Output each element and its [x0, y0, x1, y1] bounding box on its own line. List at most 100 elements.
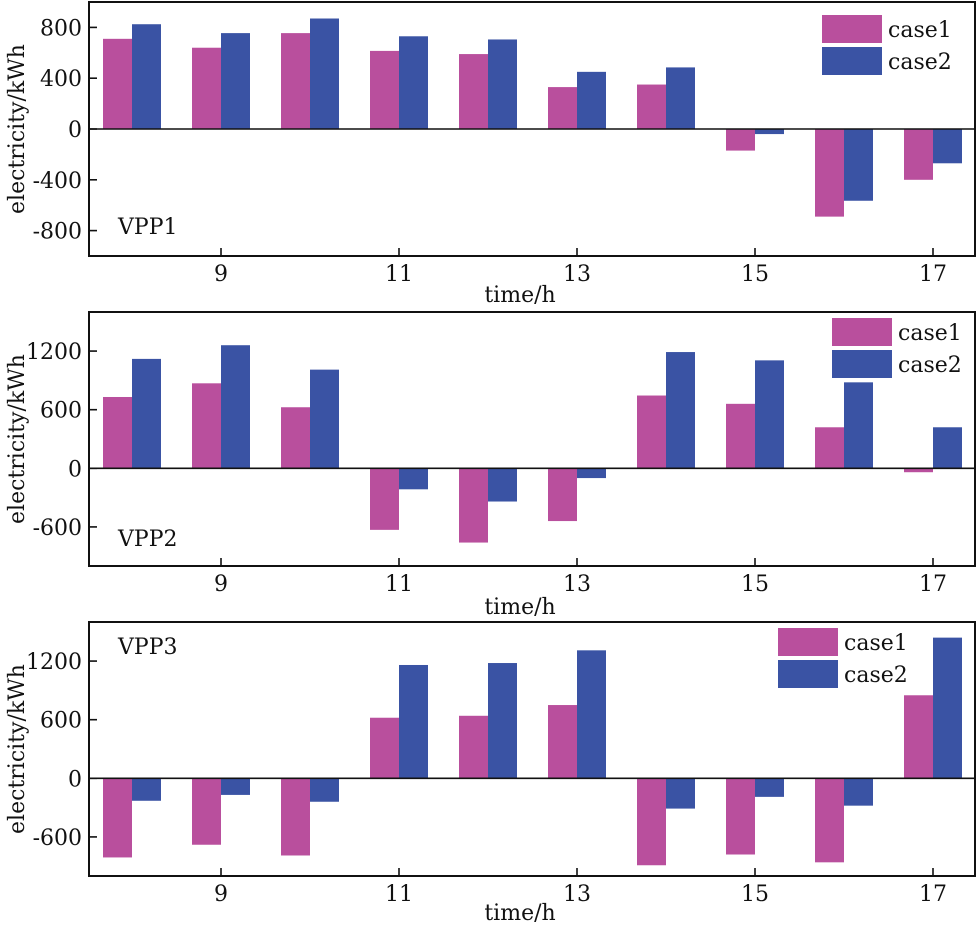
bar-case1-h10	[281, 778, 310, 856]
bar-case2-h15	[755, 129, 784, 135]
legend-label-case1: case1	[888, 18, 952, 43]
bar-case1-h15	[726, 129, 755, 151]
bar-case2-h10	[310, 778, 339, 802]
bar-case1-h11	[370, 468, 399, 530]
bar-case2-h11	[399, 664, 428, 779]
bar-case2-h17	[933, 129, 962, 164]
y-tick-label: -800	[33, 220, 82, 245]
bar-case1-h12	[459, 715, 488, 779]
x-tick-label: 17	[919, 572, 947, 597]
x-axis-label: time/h	[484, 901, 555, 926]
bar-case2-h16	[844, 382, 873, 469]
bar-case1-h8	[103, 38, 132, 129]
bar-case2-h11	[399, 468, 428, 490]
y-tick-label: 600	[40, 399, 82, 424]
legend-swatch-case1	[778, 628, 838, 656]
x-axis-label: time/h	[484, 595, 555, 620]
x-tick-label: 11	[385, 262, 413, 287]
bar-case2-h8	[132, 24, 161, 130]
bar-case1-h14	[637, 395, 666, 469]
x-axis-label: time/h	[484, 283, 555, 308]
x-tick-label: 13	[563, 882, 591, 907]
legend-label-case2: case2	[888, 50, 952, 75]
bar-case2-h9	[221, 778, 250, 795]
bar-case1-h13	[548, 705, 577, 779]
bar-case1-h8	[103, 396, 132, 469]
bar-case1-h12	[459, 468, 488, 543]
bar-case1-h9	[192, 778, 221, 845]
y-tick-label: 0	[68, 457, 82, 482]
bar-case1-h12	[459, 54, 488, 129]
bar-case1-h15	[726, 778, 755, 855]
x-tick-label: 17	[919, 262, 947, 287]
bar-case2-h14	[666, 352, 695, 469]
bar-case1-h17	[904, 129, 933, 180]
x-tick-label: 9	[214, 262, 228, 287]
bar-case1-h14	[637, 84, 666, 129]
panel-label: VPP2	[117, 527, 178, 552]
bar-case2-h10	[310, 369, 339, 469]
panel-vpp2: 1200 600 0 -600 9 11 13 15 17 time/h electricity/k…	[5, 311, 976, 620]
panel-label: VPP3	[117, 635, 178, 660]
x-tick-label: 9	[214, 882, 228, 907]
plot-frame	[88, 621, 976, 877]
bar-case1-h17	[904, 695, 933, 779]
bar-case2-h15	[755, 778, 784, 797]
bar-case1-h16	[815, 427, 844, 469]
bar-case2-h14	[666, 778, 695, 809]
y-tick-label: 1200	[26, 650, 82, 675]
x-tick-label: 17	[919, 882, 947, 907]
bar-case2-h13	[577, 650, 606, 779]
bar-case2-h10	[310, 18, 339, 129]
bar-case1-h15	[726, 403, 755, 469]
x-tick-label: 15	[741, 262, 769, 287]
legend-swatch-case1	[822, 15, 882, 43]
y-tick-label: -600	[33, 826, 82, 851]
bar-case2-h13	[577, 468, 606, 479]
y-axis-label: electricity/kWh	[5, 664, 30, 834]
bar-case2-h12	[488, 663, 517, 779]
panel-vpp3: 1200 600 0 -600 9 11 13 15 17 time/h electricity/k…	[5, 621, 976, 926]
legend-swatch-case2	[822, 47, 882, 75]
x-tick-label: 15	[741, 882, 769, 907]
legend-label-case1: case1	[898, 321, 962, 346]
y-tick-label: -400	[33, 169, 82, 194]
x-tick-label: 13	[563, 262, 591, 287]
y-tick-label: -600	[33, 516, 82, 541]
bar-case1-h16	[815, 778, 844, 863]
y-axis-label: electricity/kWh	[5, 354, 30, 524]
x-tick-label: 13	[563, 572, 591, 597]
legend-label-case2: case2	[898, 353, 962, 378]
legend-label-case1: case1	[844, 631, 908, 656]
panel-label: VPP1	[117, 215, 178, 240]
x-tick-label: 11	[385, 572, 413, 597]
legend: case1 case2	[832, 318, 962, 378]
legend: case1 case2	[778, 628, 908, 688]
legend-swatch-case1	[832, 318, 892, 346]
y-tick-label: 1200	[26, 340, 82, 365]
bar-case1-h11	[370, 717, 399, 779]
legend: case1 case2	[822, 15, 952, 75]
bar-case1-h11	[370, 50, 399, 129]
bar-case1-h16	[815, 129, 844, 217]
bar-case2-h13	[577, 71, 606, 129]
legend-swatch-case2	[778, 660, 838, 688]
bar-case2-h16	[844, 129, 873, 201]
x-tick-label: 9	[214, 572, 228, 597]
x-tick-label: 15	[741, 572, 769, 597]
bar-case2-h14	[666, 67, 695, 129]
bar-case1-h17	[904, 468, 933, 473]
panel-vpp1: 800 400 0 -400 -800 9 11 13 15 17 time/h electricit…	[5, 1, 976, 308]
bar-case1-h8	[103, 778, 132, 858]
bar-case1-h13	[548, 468, 577, 522]
y-tick-label: 600	[40, 709, 82, 734]
bar-case2-h9	[221, 345, 250, 469]
bar-case1-h10	[281, 33, 310, 129]
bar-case2-h9	[221, 33, 250, 129]
bar-case2-h12	[488, 39, 517, 130]
y-tick-label: 0	[68, 767, 82, 792]
bar-case2-h11	[399, 36, 428, 129]
bar-case2-h17	[933, 637, 962, 779]
y-tick-label: 800	[40, 16, 82, 41]
y-tick-label: 400	[40, 67, 82, 92]
